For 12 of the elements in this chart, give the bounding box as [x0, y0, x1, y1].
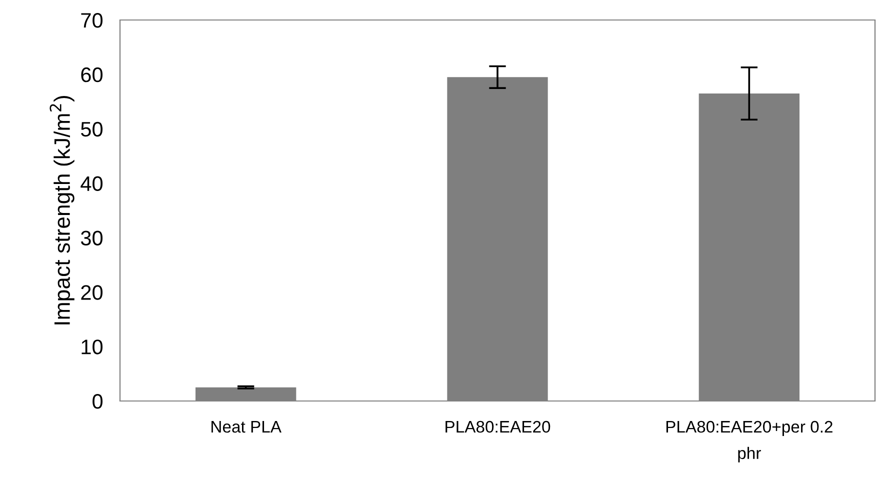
y-tick-label: 0: [92, 394, 103, 409]
y-axis-title: Impact strength (kJ/m$^{2}$): [50, 96, 74, 324]
x-tick-label: PLA80:EAE20+per 0.2 phr: [666, 420, 832, 462]
y-tick-label: 10: [82, 340, 103, 354]
y-tick-label: 40: [80, 176, 103, 192]
y-tick-label: 50: [80, 122, 103, 137]
y-tick-label: 20: [81, 285, 103, 300]
y-tick-label: 70: [81, 13, 103, 28]
x-tick-label: Neat PLA: [212, 421, 282, 433]
y-tick-label: 30: [80, 230, 103, 246]
x-tick-label: PLA80:EAE20: [446, 420, 550, 433]
y-tick-label: 60: [81, 67, 103, 82]
